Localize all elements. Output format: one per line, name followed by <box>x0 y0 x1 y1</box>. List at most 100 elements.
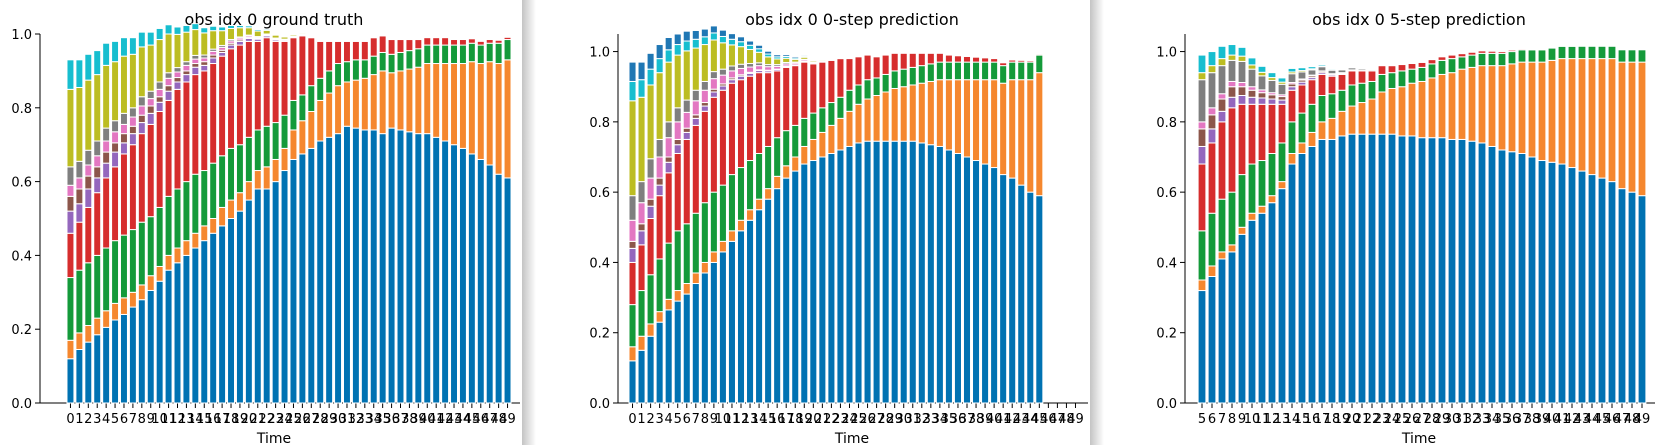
bar-segment <box>360 40 369 61</box>
bar-segment <box>467 61 476 155</box>
bar-segment <box>755 44 764 50</box>
bar-segment <box>66 166 75 186</box>
bar-segment <box>944 149 953 404</box>
x-tick-label: 5 <box>1198 412 1206 427</box>
bar-segment <box>200 27 209 34</box>
bar-segment <box>700 36 709 46</box>
bar-segment <box>1207 275 1217 404</box>
bar-segment <box>396 70 405 131</box>
bar-segment <box>173 26 182 35</box>
bar-segment <box>218 51 227 57</box>
bar-segment <box>146 289 155 404</box>
bar-segment <box>1257 75 1267 91</box>
bar-segment <box>773 188 782 404</box>
bar-segment <box>827 58 836 61</box>
bar-segment <box>414 133 423 404</box>
bar-segment <box>718 68 727 76</box>
bar-segment <box>343 40 351 63</box>
bar-segment <box>307 147 316 404</box>
bar-segment <box>755 72 764 154</box>
bar-segment <box>84 206 93 264</box>
bar-segment <box>432 37 441 46</box>
bar-segment <box>1627 61 1637 193</box>
bar-segment <box>244 136 253 183</box>
bar-segment <box>191 29 200 56</box>
bar-segment <box>872 56 881 79</box>
bar-segment <box>1467 54 1477 68</box>
x-tick-label: 24 <box>1384 412 1401 427</box>
bar-segment <box>1367 69 1377 72</box>
bar-segment <box>854 103 863 144</box>
bar-segment <box>325 70 334 94</box>
bar-segment <box>1035 54 1044 74</box>
x-tick-label: 19 <box>796 412 813 427</box>
bar-segment <box>120 55 128 114</box>
bar-segment <box>405 68 414 133</box>
bar-segment <box>182 70 191 76</box>
y-tick-label: 0.6 <box>1156 186 1177 201</box>
bar-segment <box>682 50 691 101</box>
x-tick-label: 37 <box>1514 412 1531 427</box>
bar-segment <box>1437 137 1447 404</box>
bar-segment <box>1347 105 1357 135</box>
bar-segment <box>1008 79 1017 179</box>
bar-segment <box>173 77 182 83</box>
bar-segment <box>1447 72 1457 140</box>
bar-segment <box>935 79 944 147</box>
x-tick-label: 34 <box>932 412 949 427</box>
bar-segment <box>1337 73 1347 91</box>
x-tick-label: 11 <box>724 412 741 427</box>
bar-segment <box>628 80 637 102</box>
bar-segment <box>244 199 253 404</box>
bar-segment <box>120 153 128 236</box>
bar-segment <box>764 198 773 404</box>
y-tick-label: 0.2 <box>11 323 32 338</box>
bar-segment <box>298 35 307 96</box>
bar-segment <box>1507 63 1517 153</box>
bar-segment <box>881 140 890 404</box>
x-tick-label: 6 <box>120 412 128 427</box>
bar-segment <box>137 284 146 301</box>
x-tick-label: 20 <box>241 412 258 427</box>
bar-segment <box>102 42 111 66</box>
bar-segment <box>218 26 227 32</box>
bar-segment <box>325 136 334 404</box>
bar-segment <box>736 230 746 404</box>
bar-segment <box>476 63 485 160</box>
bar-segment <box>93 74 102 142</box>
bar-segment <box>307 37 316 87</box>
bar-segment <box>1597 45 1607 60</box>
y-tick-label: 0.6 <box>11 176 32 191</box>
x-tick-label: 5 <box>674 412 682 427</box>
bar-segment <box>673 107 682 123</box>
bar-segment <box>1197 290 1207 404</box>
x-tick-label: 35 <box>1494 412 1511 427</box>
bar-segment <box>93 317 102 336</box>
bar-segment <box>200 61 209 66</box>
x-tick-label: 9 <box>710 412 718 427</box>
bar-segment <box>890 140 899 404</box>
bar-segment <box>827 59 836 104</box>
bar-segment <box>628 240 637 249</box>
bar-segment <box>953 55 962 63</box>
bar-segment <box>414 39 423 50</box>
y-tick-label: 0.2 <box>1156 327 1177 342</box>
bar-segment <box>1397 70 1407 88</box>
bar-segment <box>423 37 432 46</box>
bar-segment <box>111 120 120 133</box>
x-tick-label: 31 <box>904 412 921 427</box>
bar-segment <box>755 209 764 404</box>
bar-segment <box>423 63 432 135</box>
bar-segment <box>66 88 75 168</box>
x-tick-label: 24 <box>276 412 293 427</box>
bar-segment <box>1247 219 1257 404</box>
x-tick-label: 0 <box>66 412 74 427</box>
bar-segment <box>360 77 369 131</box>
bar-segment <box>1477 52 1487 67</box>
bar-segment <box>485 42 494 63</box>
bar-segment <box>84 79 93 151</box>
bar-segment <box>182 61 191 66</box>
bar-segment <box>298 153 307 404</box>
x-tick-label: 27 <box>303 412 320 427</box>
bar-segment <box>218 225 227 404</box>
